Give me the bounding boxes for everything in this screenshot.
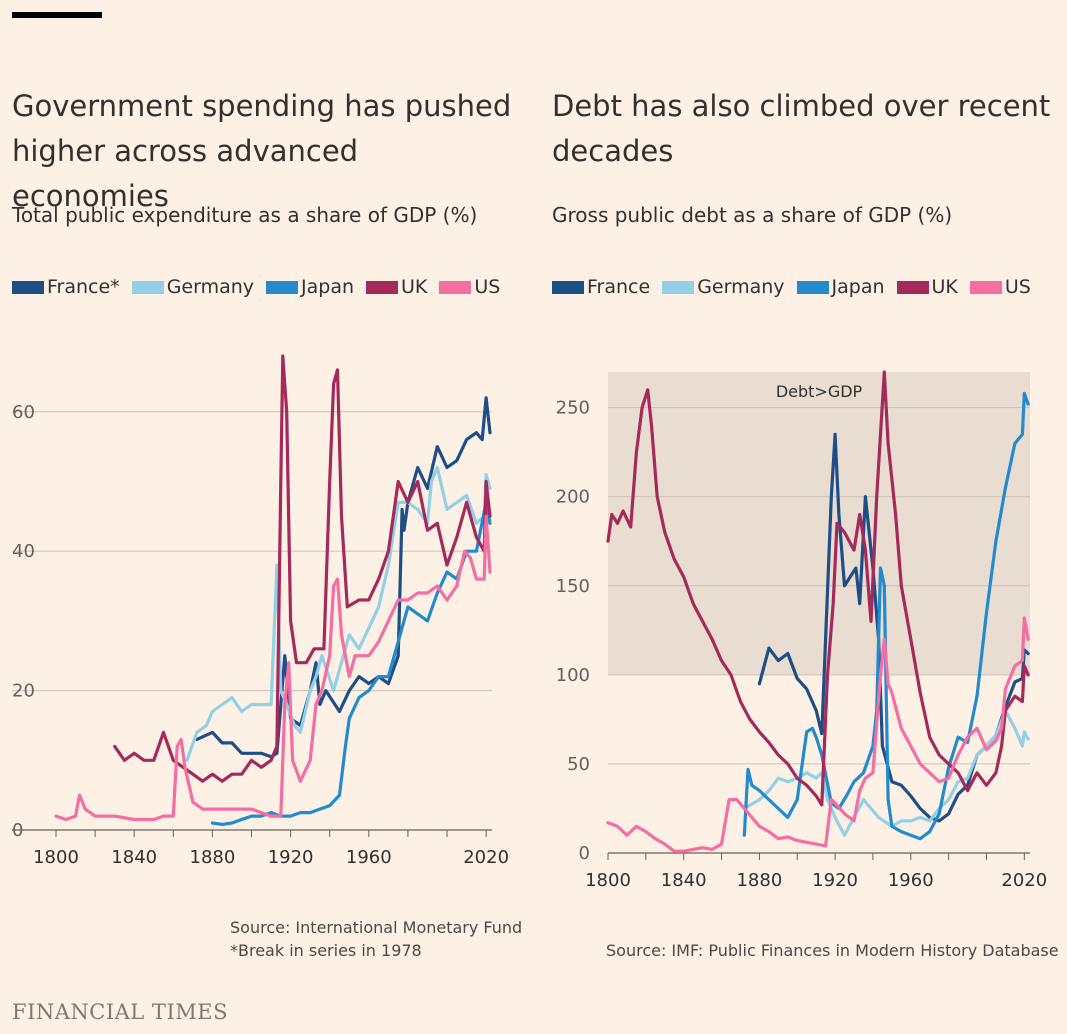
legend-item-uk: UK: [366, 276, 427, 298]
legend-label: Germany: [697, 276, 785, 298]
spending-line-chart: 0 20 40 60 1800 1840 1880 1920 1960 2020: [12, 354, 509, 868]
y-tick-label: 100: [556, 665, 590, 686]
y-tick-label: 60: [12, 402, 35, 423]
x-tick-label: 1880: [736, 870, 782, 891]
chart-source: Source: IMF: Public Finances in Modern H…: [606, 941, 1059, 960]
ft-logo: FINANCIAL TIMES: [12, 1000, 228, 1024]
legend: France Germany Japan UK US: [552, 276, 1031, 298]
x-tick-label: 1880: [190, 847, 236, 868]
chart-source: Source: International Monetary Fund *Bre…: [230, 916, 522, 962]
x-tick-label: 2020: [1001, 870, 1047, 891]
y-tick-label: 0: [12, 820, 23, 841]
series-line-france: [195, 396, 492, 759]
legend-label: UK: [401, 276, 428, 298]
series-line-uk: [113, 354, 492, 783]
legend-swatch: [796, 280, 829, 294]
legend-item-germany: Germany: [131, 276, 255, 298]
y-tick-label: 0: [579, 843, 590, 864]
shaded-region: [608, 372, 1030, 675]
legend-item-germany: Germany: [662, 276, 785, 298]
legend-label: US: [474, 276, 501, 298]
y-tick-label: 200: [556, 487, 590, 508]
legend-item-us: US: [439, 276, 500, 298]
legend-swatch: [969, 280, 1002, 294]
legend-swatch: [12, 280, 44, 294]
legend-item-japan: Japan: [266, 276, 354, 298]
x-tick-label: 1840: [661, 870, 707, 891]
x-tick-label: 1800: [585, 870, 631, 891]
chart-subtitle: Gross public debt as a share of GDP (%): [552, 203, 953, 227]
chart-subtitle: Total public expenditure as a share of G…: [12, 203, 478, 227]
y-tick-label: 20: [12, 681, 35, 702]
legend-swatch: [439, 280, 472, 294]
legend-swatch: [552, 280, 584, 294]
source-text: Source: International Monetary Fund: [230, 918, 523, 937]
x-tick-label: 1920: [268, 847, 314, 868]
x-tick-label: 1960: [346, 847, 392, 868]
x-tick-label: 1840: [111, 847, 157, 868]
shaded-region-label: Debt>GDP: [776, 382, 863, 401]
y-tick-label: 250: [556, 398, 590, 419]
y-tick-label: 40: [12, 541, 35, 562]
series-line-japan: [742, 391, 1030, 841]
legend-swatch: [266, 280, 299, 294]
top-rule: [12, 12, 102, 18]
legend-item-uk: UK: [896, 276, 958, 298]
legend-swatch: [896, 280, 929, 294]
legend-label: UK: [931, 276, 958, 298]
legend-label: France*: [47, 276, 120, 298]
chart-title: Debt has also climbed over recent decade…: [552, 89, 1051, 168]
legend-label: Germany: [166, 276, 255, 298]
legend-item-france: France: [552, 276, 650, 298]
legend-label: France: [587, 276, 651, 298]
legend-item-us: US: [969, 276, 1031, 298]
debt-line-chart: Debt>GDP 0 50 100 150 200 250 1800 1840 1880 1920 1…: [556, 370, 1047, 891]
legend-label: US: [1004, 276, 1031, 298]
series-line-us: [54, 514, 492, 822]
legend: France* Germany Japan UK US: [12, 276, 500, 298]
source-note: *Break in series in 1978: [230, 941, 422, 960]
legend-swatch: [366, 280, 399, 294]
legend-swatch: [662, 280, 695, 294]
legend-swatch: [131, 280, 164, 294]
chart-title: Government spending has pushed higher ac…: [12, 89, 512, 213]
y-tick-label: 50: [567, 754, 590, 775]
legend-item-france: France*: [12, 276, 120, 298]
series-line-us: [606, 616, 1030, 853]
x-tick-label: 1920: [812, 870, 858, 891]
legend-label: Japan: [301, 276, 355, 298]
x-tick-label: 1800: [33, 847, 79, 868]
series-line-germany: [185, 465, 492, 762]
x-tick-label: 2020: [463, 847, 509, 868]
legend-label: Japan: [831, 276, 885, 298]
series-line-japan: [210, 500, 492, 826]
y-tick-label: 150: [556, 576, 590, 597]
series-line-uk: [606, 370, 1030, 807]
x-tick-label: 1960: [888, 870, 934, 891]
legend-item-japan: Japan: [796, 276, 885, 298]
